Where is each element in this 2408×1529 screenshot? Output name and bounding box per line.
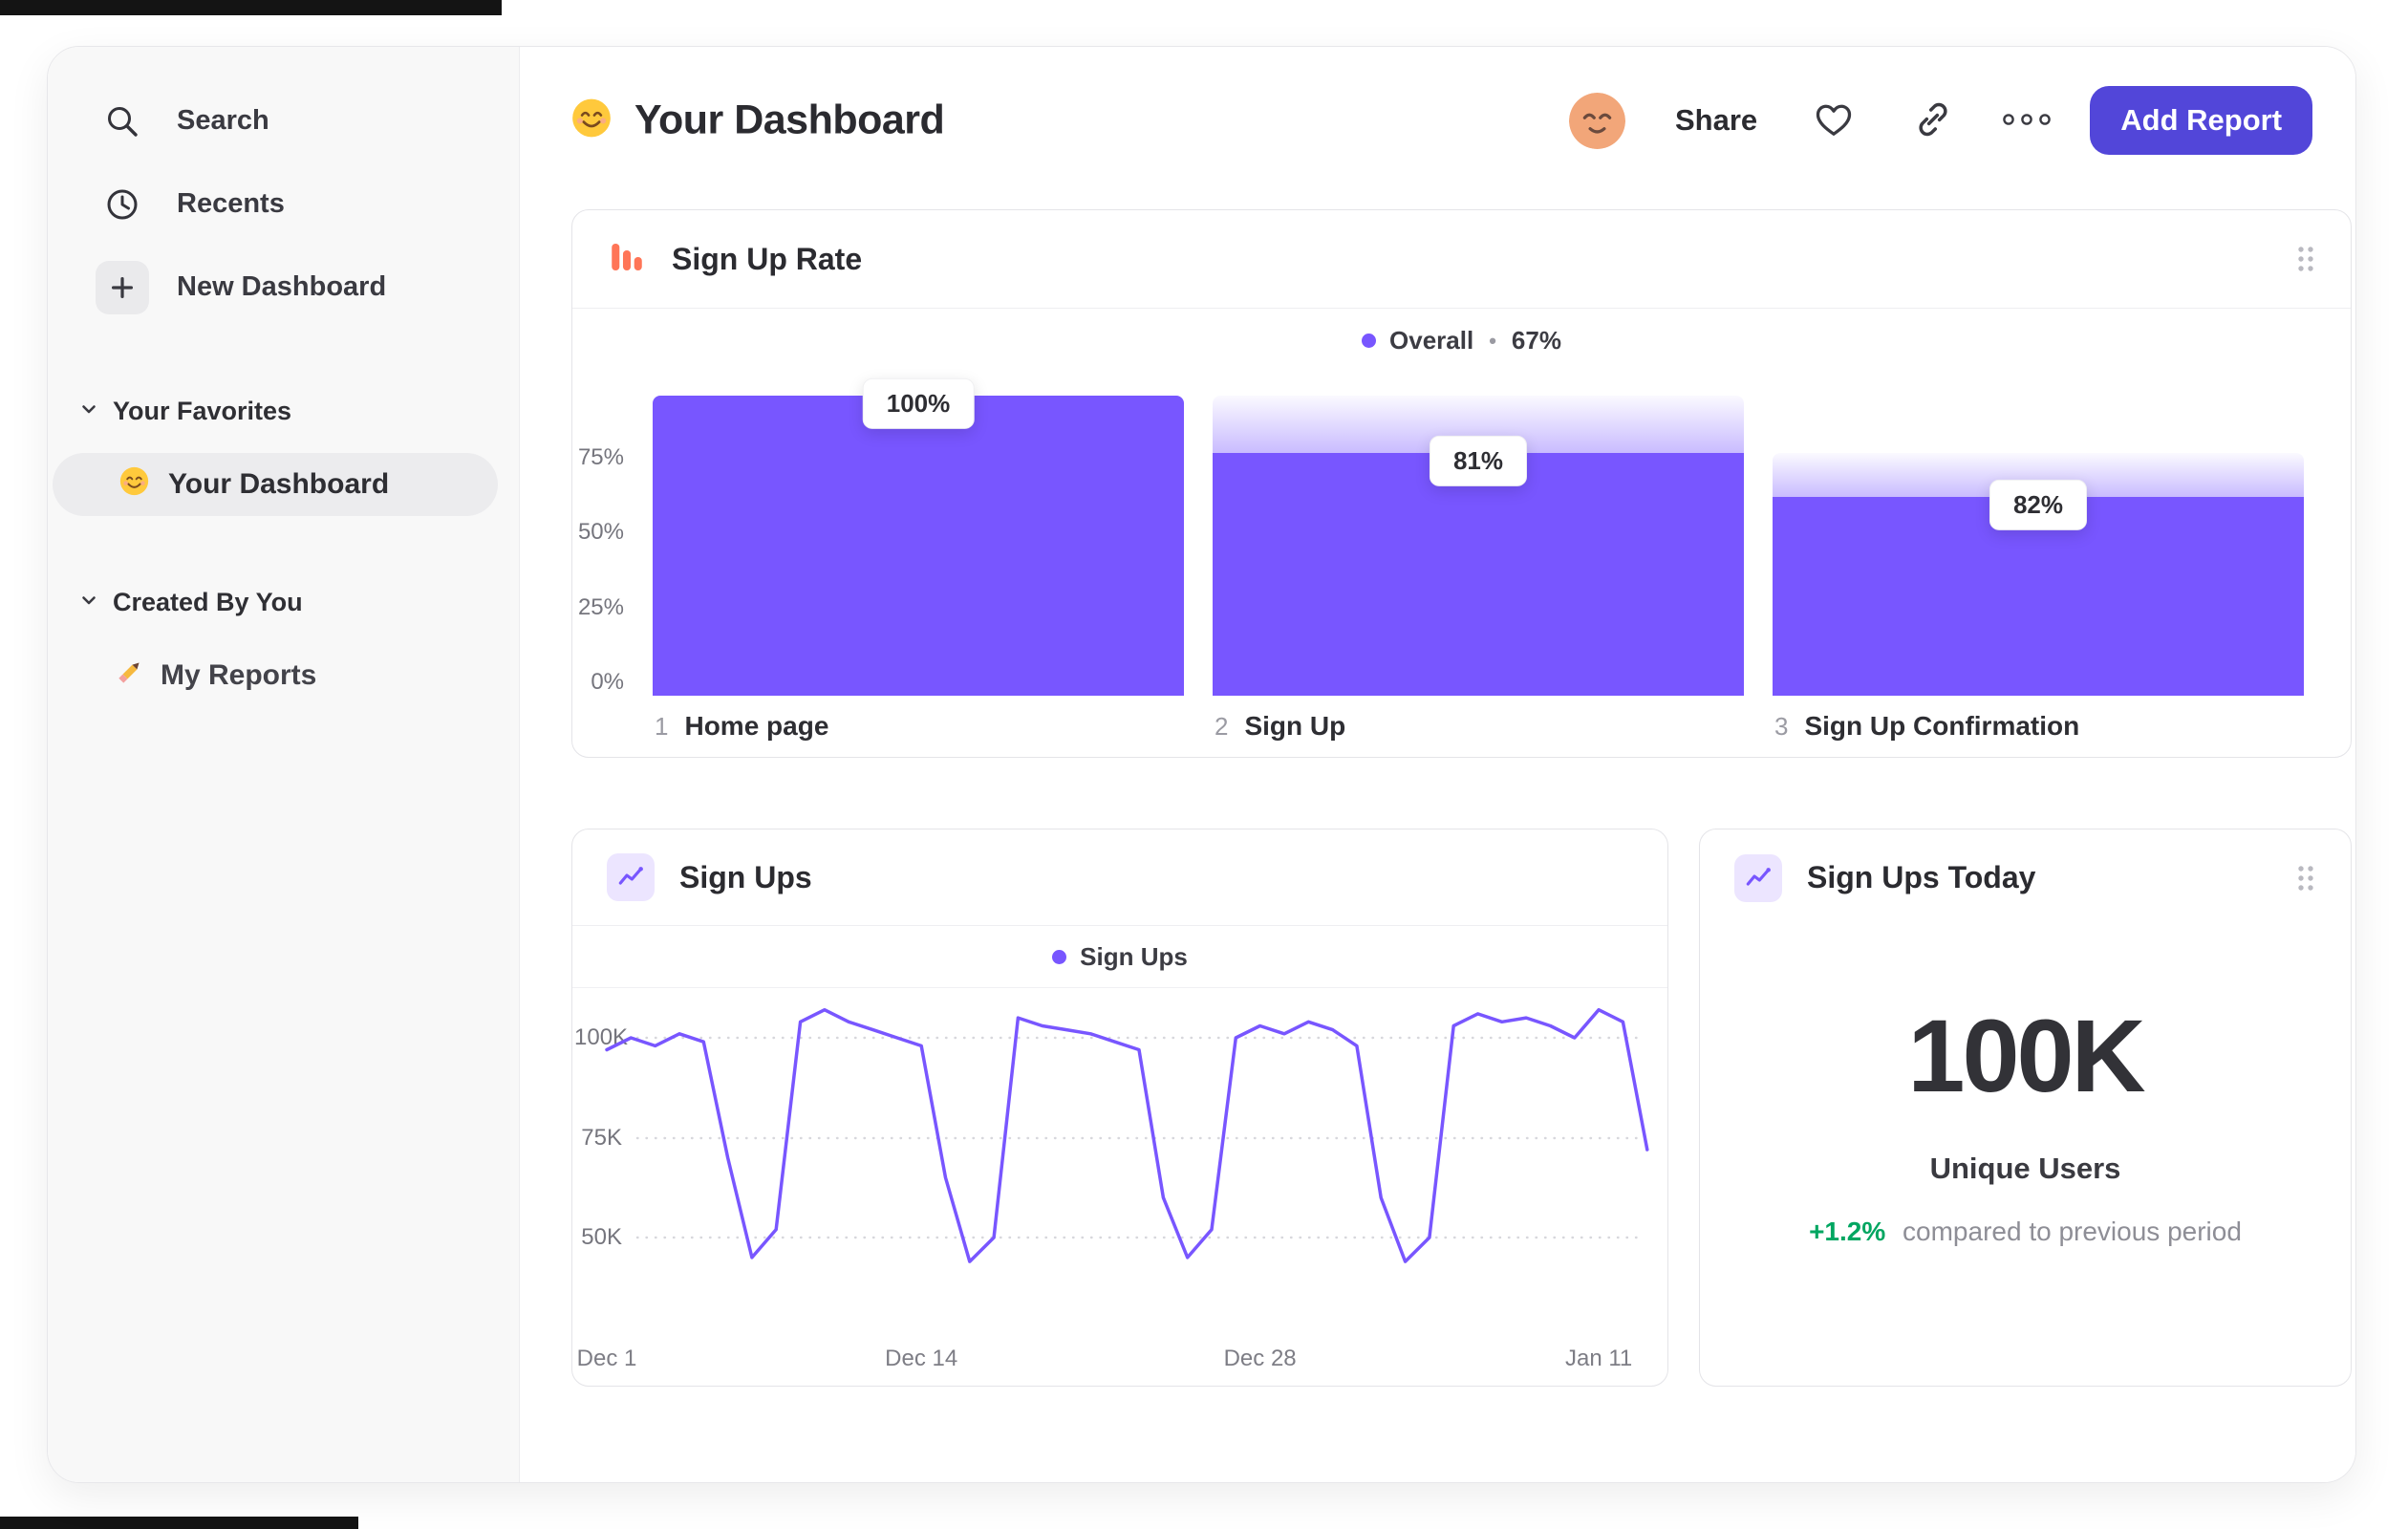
page-title-group: Your Dashboard	[571, 97, 945, 144]
funnel-plot: 75% 50% 25% 0% 100% 1 Home page 81% 2 Sign Up 82% 3…	[572, 210, 2351, 757]
delta-percent: +1.2%	[1809, 1217, 1886, 1246]
section-title: Your Favorites	[113, 396, 292, 425]
metric-delta: +1.2% compared to previous period	[1700, 1217, 2351, 1246]
funnel-bar-step-3[interactable]	[1773, 453, 2304, 696]
delta-text: compared to previous period	[1903, 1217, 2242, 1246]
card-title: Sign Up Rate	[672, 241, 863, 276]
main-content: Your Dashboard Share Add	[520, 47, 2355, 1482]
line-chart-icon	[607, 853, 655, 901]
drag-handle-icon[interactable]	[2295, 864, 2316, 893]
line-x-axis-label: Dec 14	[885, 1346, 958, 1371]
chevron-down-icon	[78, 397, 99, 426]
legend-label: Sign Ups	[1080, 941, 1188, 971]
search-icon	[103, 102, 141, 140]
line-legend: Sign Ups	[572, 926, 1667, 988]
sidebar-section-created-by-you[interactable]: Created By You	[48, 581, 519, 623]
line-x-axis-label: Dec 1	[576, 1346, 637, 1371]
card-title: Sign Ups	[679, 859, 812, 894]
heart-icon	[1813, 98, 1855, 143]
funnel-legend: Overall • 67%	[572, 326, 2351, 355]
line-x-axis: Dec 1 Dec 14 Dec 28 Jan 11	[572, 1346, 1667, 1380]
sidebar-item-my-reports[interactable]: My Reports	[48, 647, 519, 704]
funnel-bar-fill	[1213, 453, 1744, 696]
sidebar-item-search[interactable]: Search	[48, 79, 519, 162]
sidebar: Search Recents New Dashboard Your Fa	[48, 47, 520, 1482]
metric-value: 100K	[1907, 998, 2145, 1113]
line-y-axis-label: 50K	[581, 1224, 622, 1250]
add-report-button[interactable]: Add Report	[2090, 86, 2313, 155]
smiley-emoji	[119, 466, 149, 504]
avatar[interactable]	[1569, 92, 1625, 149]
drag-handle-icon[interactable]	[2295, 245, 2316, 273]
funnel-value-tooltip: 82%	[1989, 479, 2088, 530]
line-y-axis-label: 75K	[581, 1125, 622, 1151]
sidebar-item-label: My Reports	[161, 659, 317, 691]
card-sign-up-rate: Sign Up Rate Overall • 67% 75% 50% 25% 0% 10…	[571, 209, 2352, 758]
funnel-step-label: 3 Sign Up Confirmation	[1774, 711, 2080, 741]
funnel-bar-fill	[653, 396, 1184, 696]
chevron-down-icon	[78, 588, 99, 617]
card-header: Sign Ups Today	[1700, 829, 2351, 926]
share-button[interactable]: Share	[1675, 103, 1758, 137]
screen-edge-top	[0, 0, 502, 15]
funnel-y-axis-label: 25%	[577, 594, 624, 620]
plus-icon	[96, 260, 149, 314]
section-title: Created By You	[113, 587, 303, 616]
sidebar-item-label: New Dashboard	[177, 271, 387, 302]
legend-value: 67%	[1511, 326, 1561, 355]
favorite-button[interactable]	[1809, 96, 1859, 145]
line-y-axis-label: 100K	[574, 1024, 629, 1050]
line-chart-icon	[1734, 853, 1782, 902]
clock-icon	[103, 185, 141, 224]
funnel-chart-icon	[607, 237, 647, 282]
line-x-axis-label: Dec 28	[1223, 1346, 1297, 1371]
card-title: Sign Ups Today	[1807, 860, 2036, 894]
line-chart-svg	[605, 1007, 1649, 1263]
pencil-emoji	[113, 655, 147, 697]
card-header: Sign Up Rate	[572, 210, 2351, 309]
metric-label: Unique Users	[1929, 1152, 2121, 1185]
funnel-y-axis-label: 50%	[577, 519, 624, 545]
screen-edge-bottom	[0, 1517, 358, 1529]
card-sign-ups: Sign Ups Sign Ups 100K 75K 50K Dec 1 Dec 14…	[571, 829, 1668, 1387]
line-x-axis-label: Jan 11	[1564, 1346, 1633, 1371]
sidebar-item-label: Recents	[177, 188, 285, 219]
funnel-y-axis-label: 0%	[591, 669, 624, 695]
sidebar-item-new-dashboard[interactable]: New Dashboard	[48, 246, 519, 329]
page-title: Your Dashboard	[634, 97, 945, 143]
funnel-step-label: 1 Home page	[655, 711, 829, 741]
sidebar-section-your-favorites[interactable]: Your Favorites	[48, 390, 519, 432]
sidebar-item-label: Your Dashboard	[168, 468, 390, 500]
app-window: Search Recents New Dashboard Your Fa	[47, 46, 2356, 1483]
ellipsis-icon	[2002, 112, 2052, 130]
legend-dot	[1362, 334, 1377, 348]
card-header: Sign Ups	[572, 829, 1667, 926]
sidebar-item-label: Search	[177, 105, 269, 136]
topbar-actions: Share Add Report	[1569, 86, 2313, 155]
copy-link-button[interactable]	[1908, 96, 1958, 145]
legend-dot	[1052, 949, 1067, 964]
funnel-step-label: 2 Sign Up	[1215, 711, 1346, 741]
sidebar-item-recents[interactable]: Recents	[48, 162, 519, 246]
link-icon	[1913, 99, 1953, 142]
funnel-y-axis-label: 75%	[577, 444, 624, 470]
card-sign-ups-today: Sign Ups Today 100K Unique Users +1.2% c…	[1699, 829, 2352, 1387]
funnel-bar-step-1[interactable]	[653, 396, 1184, 696]
funnel-value-tooltip: 81%	[1429, 435, 1528, 486]
sidebar-item-your-dashboard[interactable]: Your Dashboard	[53, 453, 498, 516]
legend-label: Overall	[1389, 326, 1474, 355]
funnel-value-tooltip: 100%	[862, 377, 975, 429]
more-options-button[interactable]	[2002, 96, 2052, 145]
legend-separator: •	[1489, 328, 1496, 353]
smiley-emoji	[571, 98, 612, 143]
funnel-bar-step-2[interactable]	[1213, 396, 1744, 696]
